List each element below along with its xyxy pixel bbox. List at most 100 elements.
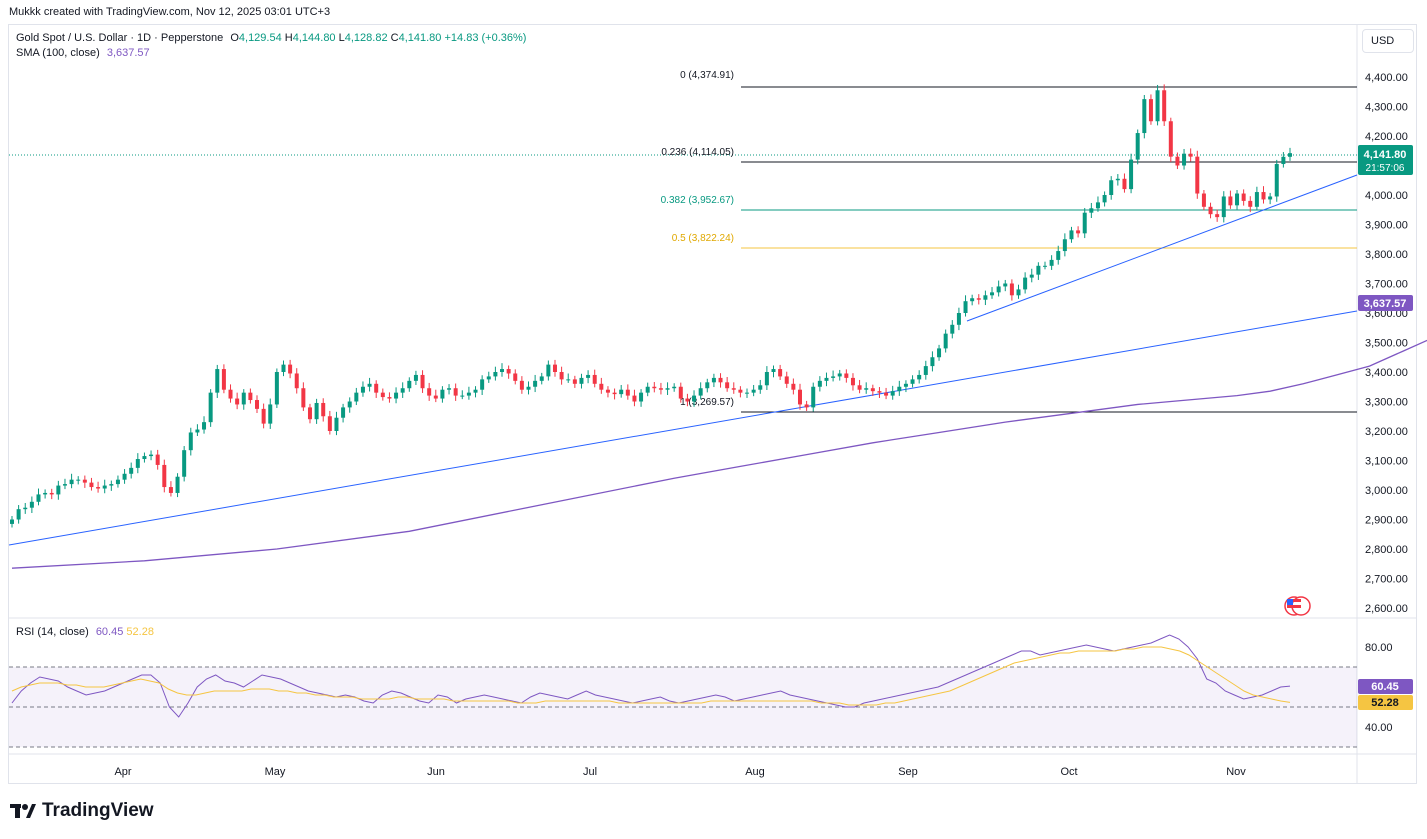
time-label: Oct [1060, 766, 1077, 778]
sma-legend[interactable]: SMA (100, close) 3,637.57 [16, 47, 150, 59]
candle [89, 482, 94, 488]
candle [500, 369, 505, 372]
candle [1129, 159, 1134, 190]
rsi-tick-40: 40.00 [1365, 722, 1393, 734]
candle [884, 392, 889, 396]
price-tick: 2,700.00 [1365, 574, 1408, 586]
candle [1109, 180, 1114, 195]
candle [175, 476, 180, 493]
candle [1248, 200, 1253, 207]
candle [718, 377, 723, 383]
candle [903, 383, 908, 387]
price-tick: 3,100.00 [1365, 456, 1408, 468]
candle [956, 313, 961, 325]
candle [645, 386, 650, 393]
candle [334, 417, 339, 431]
time-label: Apr [114, 766, 131, 778]
candle [228, 389, 233, 399]
price-tick: 3,400.00 [1365, 367, 1408, 379]
price-tick: 4,000.00 [1365, 190, 1408, 202]
candle [149, 454, 154, 457]
time-label: Nov [1226, 766, 1246, 778]
candle [857, 385, 862, 390]
candle [1281, 156, 1286, 165]
candle [1162, 90, 1167, 122]
countdown-value: 21:57:06 [1366, 163, 1405, 174]
candle [711, 377, 716, 383]
candle [513, 373, 518, 381]
candle [824, 377, 829, 381]
candle [1195, 156, 1200, 194]
candle [480, 379, 485, 390]
rsi-ma-tag [1358, 695, 1413, 710]
candle [804, 404, 809, 408]
candle [407, 380, 412, 389]
price-tick: 3,200.00 [1365, 426, 1408, 438]
rsi-ma-value: 52.28 [126, 626, 154, 638]
currency-selector[interactable]: USD [1362, 29, 1414, 53]
candle [983, 295, 988, 300]
candle [592, 374, 597, 384]
candle [1241, 193, 1246, 201]
price-tick: 4,200.00 [1365, 131, 1408, 143]
time-axis: Apr May Jun Jul Aug Sep Oct Nov [114, 766, 1246, 778]
candle [1221, 196, 1226, 218]
candle [1261, 192, 1266, 200]
candle [639, 392, 644, 402]
last-price-tag-value: 4,141.80 [1364, 149, 1407, 161]
candle [49, 492, 54, 495]
candle [162, 464, 167, 488]
candle [864, 388, 869, 390]
candle [586, 374, 591, 378]
rsi-legend[interactable]: RSI (14, close) 60.45 52.28 [16, 626, 154, 638]
candle [990, 292, 995, 296]
candle [294, 373, 299, 389]
candle [155, 454, 160, 465]
candle [301, 388, 306, 408]
candle [307, 407, 312, 420]
trendline-long [8, 310, 1358, 546]
candle [738, 389, 743, 393]
candle [725, 382, 730, 389]
candle [135, 459, 140, 468]
candle [685, 398, 690, 402]
candle [519, 380, 524, 390]
candle [1155, 90, 1160, 122]
candle [182, 450, 187, 477]
candle [526, 386, 531, 390]
price-tick: 4,400.00 [1365, 72, 1408, 84]
candle [692, 395, 697, 402]
candle [1254, 192, 1259, 207]
candle [1274, 164, 1279, 197]
candle [1076, 230, 1081, 234]
candle [374, 383, 379, 393]
candle [23, 507, 28, 510]
price-tick: 3,900.00 [1365, 220, 1408, 232]
candle [394, 392, 399, 399]
time-label: Sep [898, 766, 918, 778]
candle [129, 467, 134, 474]
candle [1089, 208, 1094, 213]
symbol-name[interactable]: Gold Spot / U.S. Dollar · 1D · Peppersto… [16, 32, 224, 44]
fib-label-0382: 0.382 (3,952.67) [661, 195, 734, 206]
candle [387, 397, 392, 399]
candle [1042, 265, 1047, 267]
candle [758, 385, 763, 390]
candle [168, 487, 173, 493]
candle [281, 364, 286, 372]
candle [82, 479, 87, 483]
candle [1142, 99, 1147, 134]
last-price-tag [1358, 145, 1413, 175]
candle [1016, 289, 1021, 296]
candle [731, 388, 736, 390]
sma-line [11, 339, 1427, 569]
candle [215, 369, 220, 393]
us-flag-icon[interactable] [1284, 596, 1311, 616]
candle [493, 372, 498, 377]
candle [705, 382, 710, 389]
candle [652, 386, 657, 389]
candle [559, 372, 564, 380]
candle [533, 380, 538, 387]
candle [195, 429, 200, 433]
